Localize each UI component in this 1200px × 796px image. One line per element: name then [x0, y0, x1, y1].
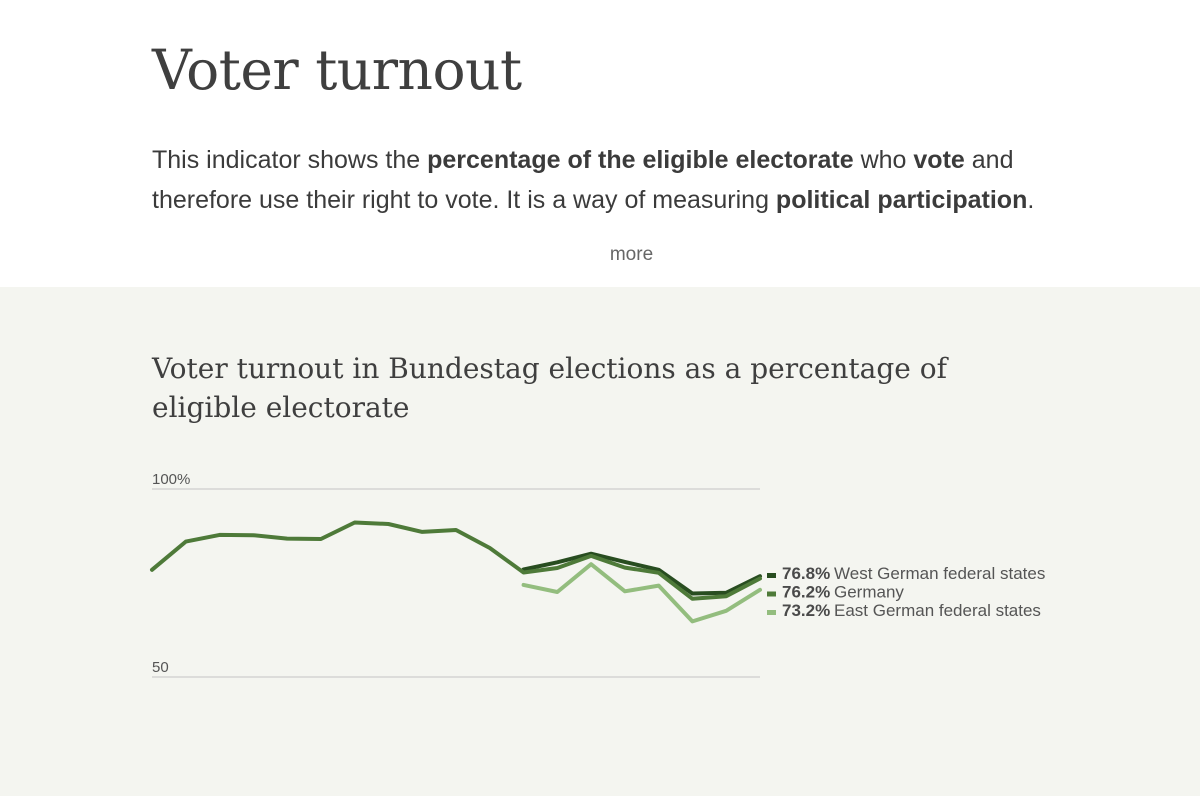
intro-section: Voter turnout This indicator shows the p… [0, 0, 1200, 287]
chart-title: Voter turnout in Bundestag elections as … [152, 352, 947, 424]
series-line-germany [150, 520, 762, 601]
turnout-line-chart: 100% 50 76.8% West German federal states76.… [150, 471, 1045, 678]
legend-marker-west [767, 573, 776, 578]
legend-value-germany: 76.2% [782, 583, 830, 602]
legend-marker-germany [767, 591, 776, 597]
series-line-east [521, 562, 762, 624]
more-button[interactable]: more [0, 244, 1200, 266]
legend-label-east: East German federal states [834, 601, 1041, 620]
chart-section: Voter turnout in Bundestag elections as … [0, 287, 1200, 796]
description-text-4: . [1027, 186, 1035, 214]
y-tick-label-100: 100% [152, 471, 190, 488]
description-bold-electorate: percentage of the eligible electorate [427, 146, 854, 174]
legend-value-east: 73.2% [782, 601, 830, 620]
legend-label-west: West German federal states [834, 564, 1045, 583]
legend-marker-east [767, 610, 776, 615]
description-text-1: This indicator shows the [152, 146, 428, 174]
legend-label-germany: Germany [834, 583, 904, 602]
y-tick-label-50: 50 [152, 659, 169, 676]
indicator-description: This indicator shows the percentage of t… [152, 140, 1082, 220]
legend-value-west: 76.8% [782, 564, 830, 583]
description-text-2: who [853, 146, 914, 174]
description-bold-vote: vote [913, 146, 965, 174]
description-bold-participation: political participation [775, 186, 1028, 214]
series-line-west [521, 551, 762, 596]
page-title: Voter turnout [152, 38, 522, 102]
description-text-3: and therefore use their right to vote. I… [152, 146, 1014, 214]
